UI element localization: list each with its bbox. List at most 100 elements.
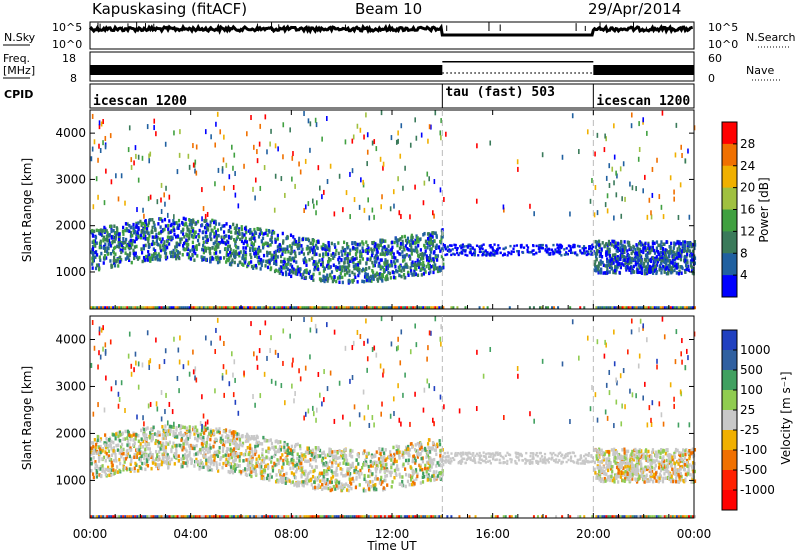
data-cell	[90, 156, 93, 162]
data-cell	[311, 306, 314, 310]
data-cell	[367, 451, 370, 456]
data-cell	[365, 240, 368, 244]
data-cell	[419, 442, 422, 446]
data-cell	[593, 268, 596, 272]
data-cell	[163, 227, 166, 232]
data-cell	[110, 265, 113, 269]
data-cell	[177, 424, 181, 428]
data-cell	[583, 306, 586, 310]
data-cell	[133, 441, 136, 445]
data-cell	[506, 254, 509, 257]
data-cell	[355, 252, 358, 256]
data-cell	[296, 265, 299, 269]
data-cell	[186, 238, 189, 243]
data-cell	[140, 306, 143, 310]
data-cell	[258, 141, 261, 147]
data-cell	[180, 230, 183, 234]
data-cell	[104, 458, 107, 463]
station-title: Kapuskasing (fitACF)	[92, 0, 247, 18]
data-cell	[343, 257, 346, 261]
data-cell	[131, 242, 134, 247]
data-cell	[410, 233, 413, 238]
data-cell	[142, 445, 145, 449]
data-cell	[339, 306, 342, 310]
data-cell	[446, 249, 450, 253]
data-cell	[273, 447, 276, 452]
data-cell	[179, 240, 182, 244]
data-cell	[634, 260, 637, 265]
data-cell	[261, 452, 264, 456]
data-cell	[289, 306, 292, 310]
data-cell	[235, 237, 238, 241]
data-cell	[366, 243, 369, 248]
data-cell	[136, 447, 139, 452]
data-cell	[151, 253, 154, 258]
data-cell	[461, 243, 465, 246]
data-cell	[228, 256, 231, 260]
data-cell	[269, 251, 272, 255]
data-cell	[621, 254, 624, 259]
data-cell	[114, 245, 117, 250]
data-cell	[640, 261, 643, 265]
data-cell	[649, 270, 652, 274]
data-cell	[224, 246, 227, 251]
data-cell	[394, 256, 397, 260]
data-cell	[303, 260, 306, 265]
data-cell	[631, 249, 634, 254]
data-cell	[245, 449, 248, 453]
data-cell	[456, 251, 459, 255]
data-cell	[367, 480, 370, 485]
data-cell	[437, 267, 441, 272]
data-cell	[171, 254, 174, 259]
data-cell	[326, 179, 329, 185]
data-cell	[322, 461, 325, 466]
data-cell	[351, 279, 354, 283]
data-cell	[612, 261, 615, 265]
data-cell	[221, 168, 224, 174]
data-cell	[610, 243, 613, 247]
data-cell	[331, 461, 334, 465]
data-cell	[328, 265, 331, 269]
data-cell	[416, 441, 419, 446]
data-cell	[690, 256, 694, 260]
data-cell	[92, 239, 95, 243]
data-cell	[140, 247, 143, 252]
data-cell	[254, 177, 257, 183]
data-cell	[98, 241, 102, 246]
data-cell	[679, 242, 683, 246]
data-cell	[334, 252, 337, 256]
data-cell	[216, 242, 219, 247]
data-cell	[411, 240, 415, 245]
data-cell	[685, 306, 688, 310]
data-cell	[413, 456, 416, 460]
data-cell	[379, 452, 382, 456]
data-cell	[250, 255, 253, 260]
data-cell	[249, 454, 252, 458]
data-cell	[177, 226, 180, 230]
data-cell	[253, 467, 256, 471]
data-cell	[420, 306, 423, 310]
data-cell	[531, 249, 534, 253]
data-cell	[426, 232, 430, 236]
data-cell	[121, 243, 124, 247]
data-cell	[213, 231, 216, 236]
data-cell	[218, 240, 221, 245]
data-cell	[126, 255, 129, 260]
data-cell	[257, 454, 260, 459]
data-cell	[161, 457, 165, 461]
data-cell	[247, 445, 251, 450]
data-cell	[129, 462, 132, 466]
data-cell	[379, 469, 382, 474]
data-cell	[294, 183, 296, 189]
data-cell	[96, 451, 99, 455]
data-cell	[225, 457, 228, 462]
data-cell	[425, 460, 429, 465]
data-cell	[373, 245, 376, 249]
data-cell	[613, 180, 615, 186]
data-cell	[647, 306, 650, 310]
data-cell	[380, 204, 382, 210]
data-cell	[156, 236, 159, 240]
data-cell	[413, 447, 417, 452]
data-cell	[333, 275, 336, 279]
data-cell	[154, 441, 157, 446]
